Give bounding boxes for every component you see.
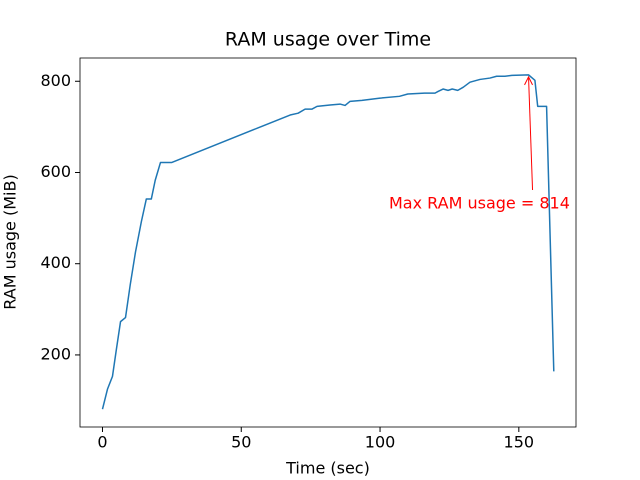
data-line (101, 74, 555, 410)
axes-frame (79, 57, 577, 428)
x-tick-label: 50 (231, 433, 251, 452)
x-axis-label: Time (sec) (285, 459, 370, 478)
annotation-arrow-head (524, 75, 533, 86)
x-tick-label: 100 (365, 433, 396, 452)
annotation-arrow (528, 76, 534, 191)
x-tick-label: 0 (97, 433, 107, 452)
y-tick-label: 800 (40, 71, 71, 90)
annotation: Max RAM usage = 814 (389, 194, 570, 213)
chart-title: RAM usage over Time (225, 29, 431, 51)
y-tick-label: 400 (40, 253, 71, 272)
y-tick-label: 600 (40, 162, 71, 181)
x-tick-label: 150 (504, 433, 535, 452)
y-tick-label: 200 (40, 344, 71, 363)
y-axis-label: RAM usage (MiB) (1, 174, 20, 309)
